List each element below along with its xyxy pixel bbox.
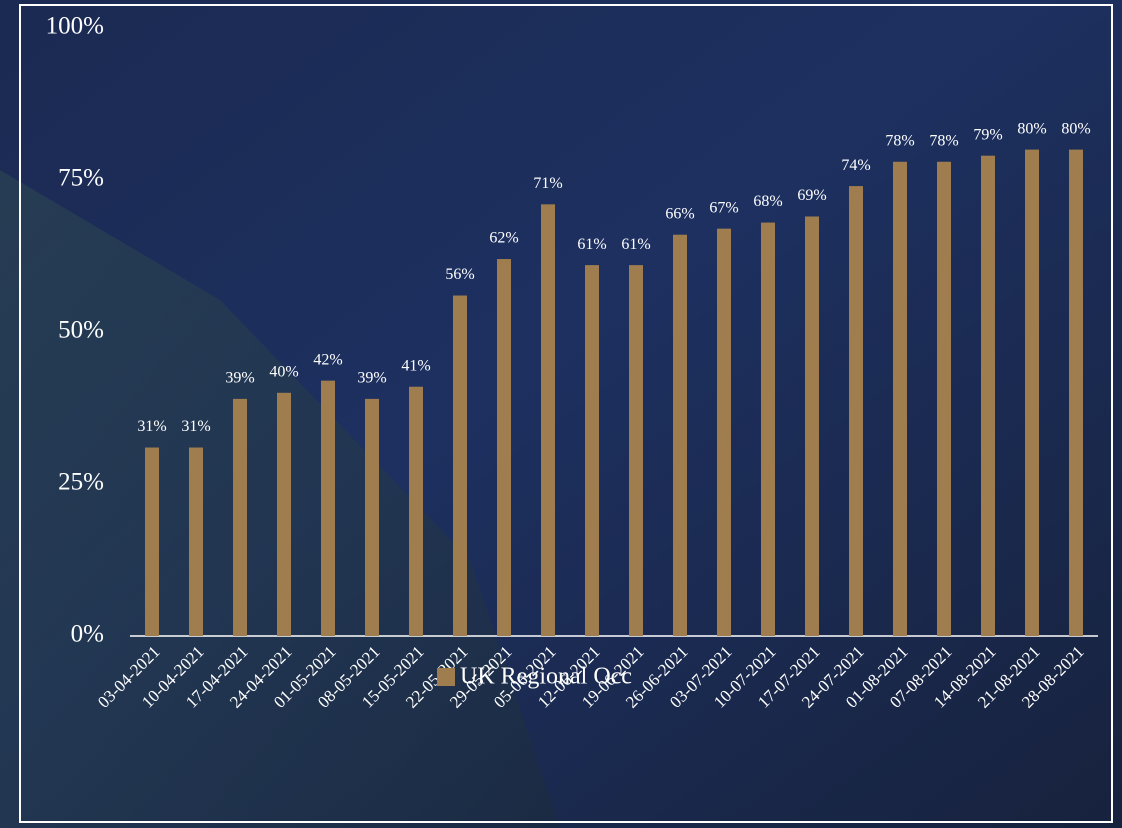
value-label: 39% [357,370,386,387]
value-label: 56% [445,266,474,283]
value-label: 79% [973,126,1002,143]
value-label: 78% [885,132,914,149]
value-label: 80% [1061,120,1090,137]
value-label: 61% [621,236,650,253]
y-tick-label: 25% [58,469,104,496]
y-tick-label: 100% [46,13,104,40]
value-label: 42% [313,351,342,368]
bar [453,295,467,636]
bar [189,447,203,636]
value-label: 80% [1017,120,1046,137]
value-label: 67% [709,199,738,216]
value-label: 40% [269,363,298,380]
bar [233,398,247,636]
value-label: 61% [577,236,606,253]
bar [1069,149,1083,636]
value-label: 66% [665,205,694,222]
value-label: 41% [401,357,430,374]
bar [805,216,819,637]
bar [497,259,511,636]
legend-label: UK Regional Occ [460,664,632,690]
value-label: 31% [137,418,166,435]
value-label: 31% [181,418,210,435]
bar [321,380,335,636]
bar [629,265,643,636]
bar [673,234,687,636]
value-label: 68% [753,193,782,210]
bar [717,228,731,636]
bar [277,392,291,636]
legend-swatch [437,668,455,686]
value-label: 78% [929,132,958,149]
y-tick-label: 75% [58,165,104,192]
value-label: 39% [225,370,254,387]
y-tick-label: 0% [71,621,104,648]
bar [1025,149,1039,636]
bar [541,204,555,636]
bar [365,398,379,636]
value-label: 69% [797,187,826,204]
bar [761,222,775,636]
bar [981,155,995,636]
bar [409,386,423,636]
bar [849,186,863,636]
bar [937,161,951,636]
value-label: 74% [841,157,870,174]
bar [585,265,599,636]
y-tick-label: 50% [58,317,104,344]
value-label: 71% [533,175,562,192]
value-label: 62% [489,230,518,247]
bar [145,447,159,636]
frame [19,4,1113,823]
bar [893,161,907,636]
